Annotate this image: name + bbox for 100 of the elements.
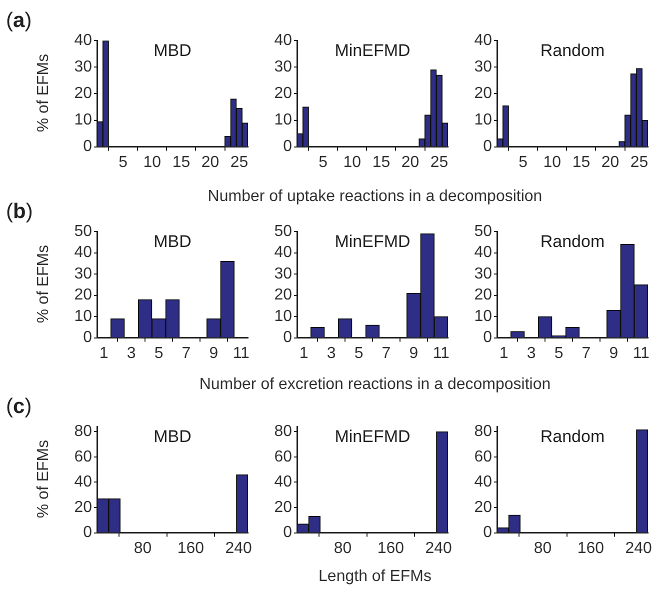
y-axis-title: % of EFMs xyxy=(35,440,53,518)
y-tick-label: 40 xyxy=(74,32,92,50)
x-tick-label: 20 xyxy=(401,154,420,171)
y-tick-label: 60 xyxy=(74,448,92,466)
y-tick-label: 40 xyxy=(274,32,292,50)
y-tick-label: 0 xyxy=(283,524,292,542)
x-tick-label: 7 xyxy=(582,344,591,362)
text: (a) xyxy=(6,9,32,33)
y-tick-label: 30 xyxy=(274,58,292,76)
y-tick-label: 30 xyxy=(74,58,92,76)
y-tick-label: 60 xyxy=(274,448,292,466)
y-tick-label: 80 xyxy=(474,423,492,440)
y-tick-label: 40 xyxy=(474,474,492,491)
y-tick-label: 40 xyxy=(474,244,492,262)
x-tick-label: 25 xyxy=(430,154,448,171)
y-tick-label: 40 xyxy=(474,32,492,50)
x-tick-label: 5 xyxy=(518,154,528,171)
y-tick-label: 30 xyxy=(274,265,292,282)
x-tick-label: 11 xyxy=(432,344,450,362)
x-tick-label: 10 xyxy=(543,154,562,171)
x-tick-label: 25 xyxy=(630,154,648,171)
y-axis-title: % of EFMs xyxy=(35,244,53,324)
x-tick-label: 80 xyxy=(534,540,552,557)
x-tick-label: 15 xyxy=(172,154,190,171)
x-tick-label: 240 xyxy=(625,540,652,557)
y-tick-label: 80 xyxy=(74,423,92,440)
x-tick-label: 5 xyxy=(554,344,564,362)
x-tick-label: 160 xyxy=(177,540,204,557)
y-tick-label: 50 xyxy=(74,223,92,240)
x-tick-label: 11 xyxy=(232,344,250,362)
x-tick-label: 5 xyxy=(354,344,364,362)
chart-title: Random xyxy=(540,426,605,446)
x-tick-label: 9 xyxy=(409,344,418,362)
x-tick-label: 10 xyxy=(343,154,362,171)
y-tick-label: 20 xyxy=(474,498,492,516)
y-tick-label: 20 xyxy=(474,85,492,102)
x-tick-label: 7 xyxy=(182,344,191,362)
x-tick-label: 10 xyxy=(143,154,162,171)
x-tick-label: 3 xyxy=(526,344,536,362)
chart-title: MinEFMD xyxy=(334,426,410,446)
y-tick-label: 40 xyxy=(274,474,292,491)
y-tick-label: 30 xyxy=(74,265,92,282)
x-axis-title: Number of excretion reactions in a decomposition xyxy=(199,376,551,394)
chart-title: Random xyxy=(540,232,605,251)
y-tick-label: 10 xyxy=(474,112,492,129)
y-tick-label: 0 xyxy=(283,138,292,156)
y-tick-label: 80 xyxy=(274,423,292,440)
x-tick-label: 15 xyxy=(372,154,390,171)
chart-title: MBD xyxy=(154,232,192,251)
y-tick-label: 0 xyxy=(83,329,92,346)
y-tick-label: 10 xyxy=(274,308,292,325)
x-tick-label: 1 xyxy=(99,344,108,362)
y-tick-label: 20 xyxy=(74,286,92,304)
y-tick-label: 40 xyxy=(74,474,92,491)
x-axis-title: Number of uptake reactions in a decomposition xyxy=(208,188,542,206)
chart-title: MBD xyxy=(154,426,192,446)
x-tick-label: 5 xyxy=(318,154,328,171)
y-axis-title: % of EFMs xyxy=(35,54,53,132)
x-tick-label: 5 xyxy=(118,154,128,171)
chart-title: Random xyxy=(540,40,605,60)
x-tick-label: 20 xyxy=(601,154,620,171)
text: (b) xyxy=(6,200,33,224)
x-tick-label: 80 xyxy=(134,540,152,557)
x-tick-label: 240 xyxy=(225,540,252,557)
y-tick-label: 20 xyxy=(474,286,492,304)
x-tick-label: 9 xyxy=(209,344,218,362)
y-tick-label: 20 xyxy=(274,85,292,102)
y-tick-label: 10 xyxy=(274,112,292,129)
y-tick-label: 40 xyxy=(74,244,92,262)
text: (c) xyxy=(6,395,32,419)
y-tick-label: 10 xyxy=(74,308,92,325)
x-tick-label: 7 xyxy=(382,344,391,362)
x-tick-label: 80 xyxy=(334,540,352,557)
y-tick-label: 50 xyxy=(474,223,492,240)
y-tick-label: 60 xyxy=(474,448,492,466)
y-tick-label: 0 xyxy=(483,329,492,346)
y-tick-label: 10 xyxy=(474,308,492,325)
x-tick-label: 3 xyxy=(326,344,336,362)
y-tick-label: 0 xyxy=(483,138,492,156)
y-tick-label: 20 xyxy=(74,85,92,102)
y-tick-label: 0 xyxy=(283,329,292,346)
y-tick-label: 30 xyxy=(474,58,492,76)
x-tick-label: 25 xyxy=(230,154,248,171)
x-tick-label: 9 xyxy=(609,344,618,362)
x-tick-label: 11 xyxy=(632,344,650,362)
x-tick-label: 3 xyxy=(126,344,136,362)
y-tick-label: 20 xyxy=(74,498,92,516)
x-tick-label: 20 xyxy=(201,154,220,171)
y-tick-label: 10 xyxy=(74,112,92,129)
x-tick-label: 1 xyxy=(499,344,508,362)
chart-title: MBD xyxy=(154,40,192,60)
x-tick-label: 160 xyxy=(377,540,404,557)
x-axis-title: Length of EFMs xyxy=(318,568,432,586)
y-tick-label: 20 xyxy=(274,286,292,304)
chart-title: MinEFMD xyxy=(334,232,410,251)
x-tick-label: 240 xyxy=(425,540,452,557)
y-tick-label: 40 xyxy=(274,244,292,262)
y-tick-label: 0 xyxy=(83,138,92,156)
chart-title: MinEFMD xyxy=(334,40,410,60)
x-tick-label: 160 xyxy=(577,540,604,557)
